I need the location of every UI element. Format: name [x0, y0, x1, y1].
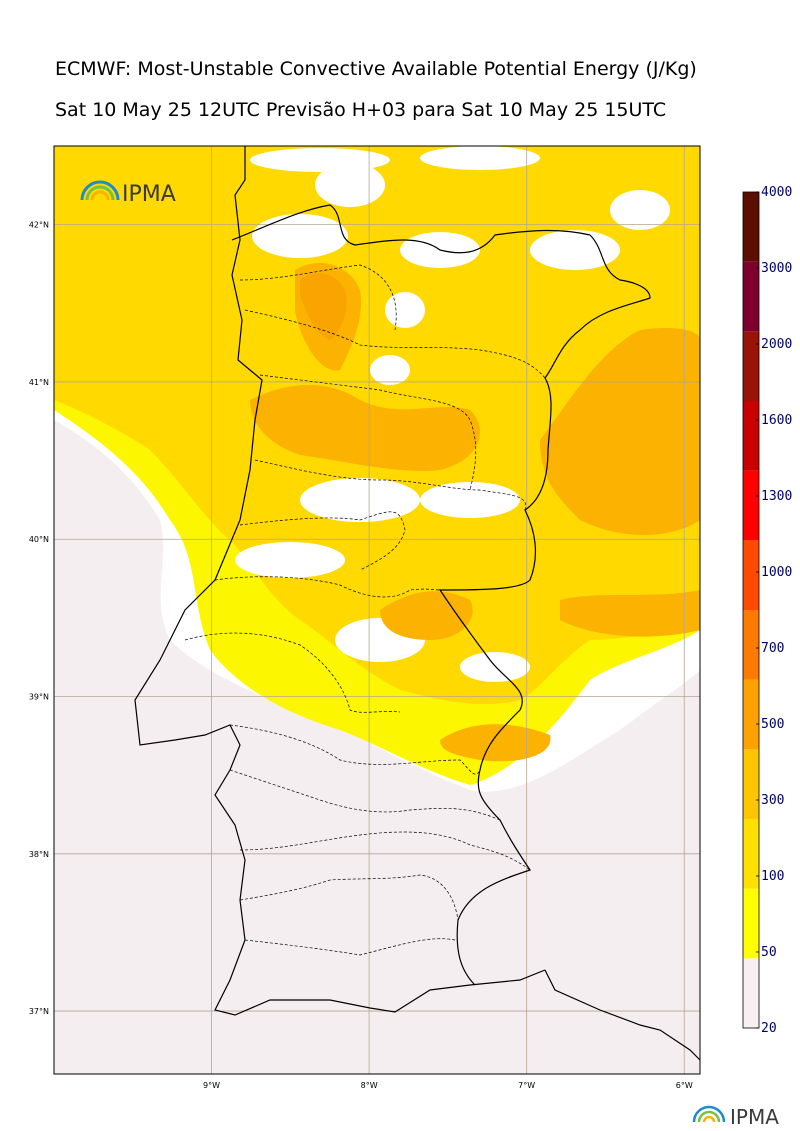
portugal-spain-border — [231, 204, 651, 986]
colorbar-swatch — [743, 749, 759, 819]
geography — [134, 146, 701, 1061]
footer-logo-text: IPMA — [730, 1105, 779, 1129]
colorbar-swatch — [743, 401, 759, 471]
rainbow-arc-mid — [85, 185, 115, 201]
colorbar-label: 1600 — [761, 413, 792, 428]
chart-title: ECMWF: Most-Unstable Convective Availabl… — [55, 58, 697, 80]
chart-subtitle: Sat 10 May 25 12UTC Previsão H+03 para S… — [55, 99, 667, 121]
colorbar-swatch — [743, 958, 759, 1028]
colorbar-label: 3000 — [761, 261, 792, 276]
lat-tick-label: 42°N — [29, 221, 49, 230]
colorbar-swatch — [743, 470, 759, 541]
colorbar-label: 500 — [761, 717, 784, 732]
cape-field — [54, 146, 700, 1074]
colorbar-frame — [742, 191, 760, 1029]
longitude-labels: 9°W 8°W 7°W 6°W — [203, 1081, 693, 1090]
colorbar: 20 50 100 300 500 700 1000 1300 1600 2000 3000 4000 — [742, 185, 792, 1036]
colorbar-label: 4000 — [761, 185, 792, 200]
footer-arc-mid — [697, 1110, 721, 1123]
colorbar-label: 1300 — [761, 489, 792, 504]
colorbar-swatch — [743, 331, 759, 401]
footer-arc-outer — [692, 1105, 726, 1123]
colorbar-swatch — [743, 679, 759, 750]
colorbar-swatch — [743, 819, 759, 889]
colorbar-label: 100 — [761, 869, 784, 884]
colorbar-label: 700 — [761, 641, 784, 656]
lat-tick-label: 37°N — [29, 1007, 49, 1016]
graticule — [54, 146, 700, 1074]
lon-tick-label: 8°W — [361, 1081, 378, 1090]
colorbar-label: 50 — [761, 945, 777, 960]
lon-tick-label: 6°W — [676, 1081, 693, 1090]
district-borders — [184, 264, 546, 956]
colorbar-swatch — [743, 261, 759, 332]
rainbow-arc-outer — [80, 180, 120, 201]
highest-cape-core — [300, 273, 347, 340]
lat-tick-label: 38°N — [29, 850, 49, 859]
ipma-logo: IPMA — [80, 180, 176, 207]
rainbow-arc-inner — [90, 190, 110, 201]
spain-coast — [544, 969, 701, 1061]
footer-arc-inner — [702, 1115, 716, 1123]
lat-tick-label: 41°N — [29, 378, 49, 387]
logo-text: IPMA — [122, 182, 176, 207]
lon-tick-label: 9°W — [203, 1081, 220, 1090]
colorbar-swatch — [743, 540, 759, 610]
colorbar-label: 1000 — [761, 565, 792, 580]
lat-tick-label: 40°N — [29, 535, 49, 544]
latitude-labels: 42°N 41°N 40°N 39°N 38°N 37°N — [29, 221, 49, 1016]
pale-field-region — [54, 420, 700, 1074]
colorbar-swatch — [743, 888, 759, 959]
footer-logo: IPMA — [692, 1105, 779, 1129]
colorbar-label: 300 — [761, 793, 784, 808]
lon-tick-label: 7°W — [518, 1081, 535, 1090]
colorbar-swatch — [743, 610, 759, 680]
lat-tick-label: 39°N — [29, 693, 49, 702]
map-frame — [53, 145, 701, 1075]
colorbar-label: 2000 — [761, 337, 792, 352]
colorbar-swatch — [743, 192, 759, 262]
colorbar-label: 20 — [761, 1021, 777, 1036]
pale-field-south — [90, 957, 260, 1015]
